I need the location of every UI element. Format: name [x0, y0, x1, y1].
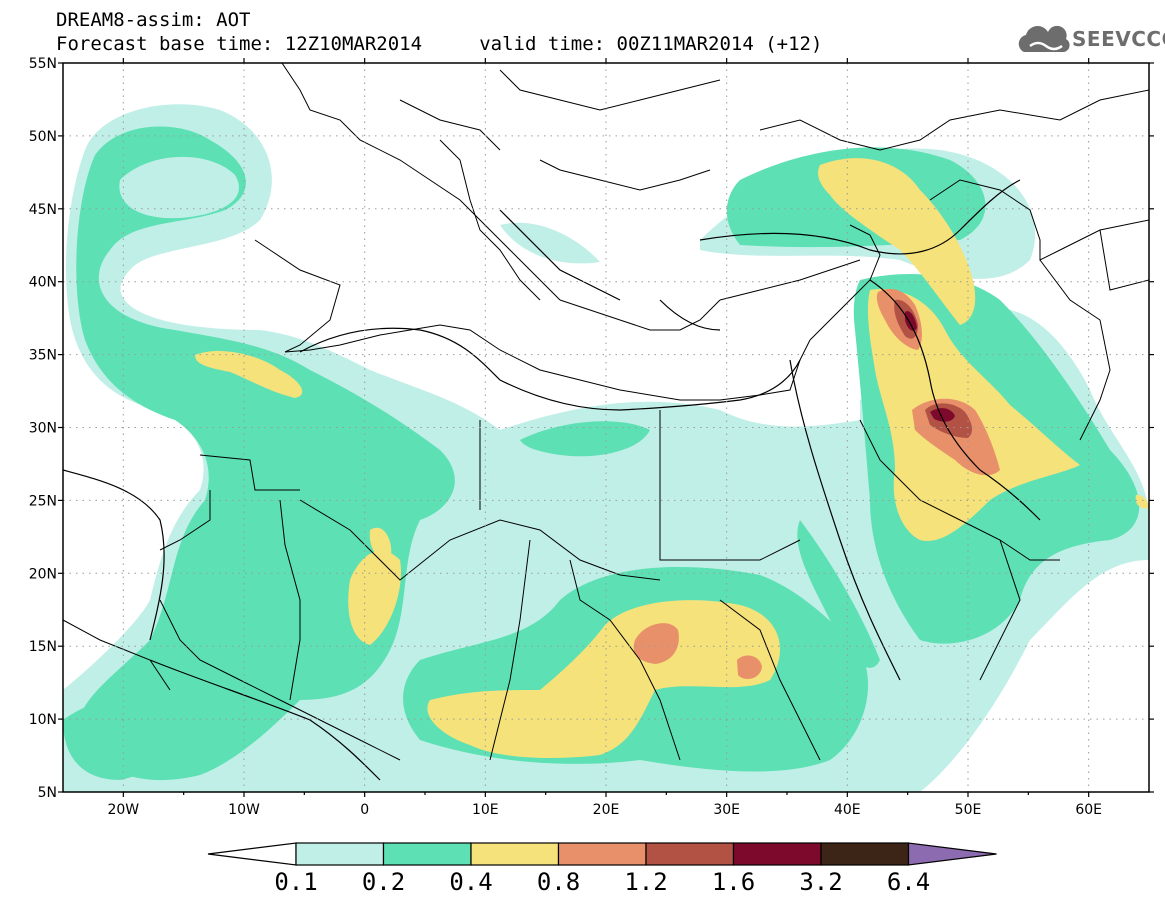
- colorbar-tick-label: 0.1: [274, 868, 318, 896]
- lon-label: 60E: [1075, 802, 1102, 818]
- colorbar-segment: [732, 842, 822, 866]
- longitude-labels: 20W 10W 0 10E 20E 30E 40E 50E 60E: [107, 802, 1102, 818]
- latitude-labels: 55N 50N 45N 40N 35N 30N 25N 20N 15N 10N 5N: [29, 56, 57, 801]
- colorbar-segment: [382, 842, 472, 866]
- colorbar-segment: [557, 842, 647, 866]
- lon-label: 30E: [713, 802, 740, 818]
- lat-label: 25N: [29, 493, 57, 509]
- lon-label: 50E: [955, 802, 982, 818]
- lon-label: 10E: [472, 802, 499, 818]
- lat-label: 40N: [29, 275, 57, 291]
- lon-label: 40E: [834, 802, 861, 818]
- colorbar-segment: [820, 842, 910, 866]
- colorbar-segment: [645, 842, 735, 866]
- colorbar-tick-label: 0.2: [361, 868, 406, 896]
- colorbar-tick-label: 1.2: [624, 868, 668, 896]
- lat-label: 45N: [29, 202, 57, 218]
- aot-field-1.6: [905, 311, 955, 422]
- colorbar-low-arrow: [207, 842, 297, 866]
- cloud-icon: [1018, 25, 1070, 52]
- lat-label: 20N: [29, 566, 57, 582]
- aot-colorbar: [207, 842, 997, 866]
- forecast-time-subtitle: Forecast base time: 12Z10MAR2014 valid t…: [56, 33, 823, 55]
- axis-ticks: [58, 58, 1154, 797]
- map-title: DREAM8-assim: AOT: [56, 9, 251, 31]
- lat-label: 5N: [38, 785, 57, 801]
- lat-label: 35N: [29, 348, 57, 364]
- colorbar-tick-label: 0.4: [449, 868, 493, 896]
- country-borders: [63, 63, 1149, 761]
- lon-label: 0: [360, 802, 369, 818]
- colorbar-segment: [295, 842, 385, 866]
- colorbar-tick-label: 0.8: [536, 868, 581, 896]
- colorbar-tick-label: 3.2: [799, 868, 843, 896]
- colorbar-tick-label: 6.4: [886, 868, 931, 896]
- lon-label: 10W: [228, 802, 260, 818]
- lat-label: 55N: [29, 56, 57, 72]
- lon-label: 20W: [107, 802, 139, 818]
- coastline-water: [63, 179, 1041, 781]
- lat-label: 15N: [29, 639, 57, 655]
- lat-label: 10N: [29, 712, 57, 728]
- colorbar-high-arrow: [907, 842, 997, 866]
- lat-label: 30N: [29, 421, 57, 437]
- lat-lon-grid: [63, 63, 1149, 792]
- seevccc-logo: SEEVCCC: [1072, 27, 1165, 51]
- lat-label: 50N: [29, 129, 57, 145]
- lon-label: 20E: [593, 802, 620, 818]
- colorbar-segment: [470, 842, 560, 866]
- colorbar-tick-label: 1.6: [711, 868, 756, 896]
